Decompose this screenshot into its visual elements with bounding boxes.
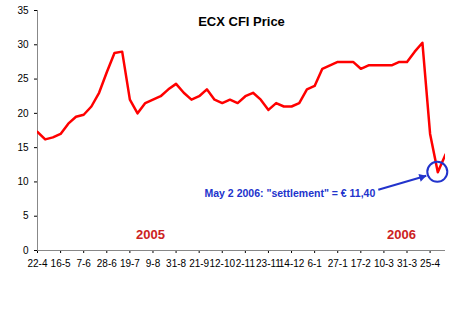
svg-text:35: 35 bbox=[17, 5, 29, 16]
svg-text:9-8: 9-8 bbox=[146, 258, 161, 269]
svg-text:ECX CFI Price: ECX CFI Price bbox=[198, 14, 285, 29]
svg-text:17-2: 17-2 bbox=[351, 258, 371, 269]
svg-text:2-11: 2-11 bbox=[236, 258, 256, 269]
svg-text:31-3: 31-3 bbox=[397, 258, 417, 269]
svg-text:10-3: 10-3 bbox=[374, 258, 394, 269]
svg-text:12-10: 12-10 bbox=[209, 258, 235, 269]
svg-text:6-1: 6-1 bbox=[307, 258, 322, 269]
svg-text:2005: 2005 bbox=[136, 227, 165, 242]
svg-text:0: 0 bbox=[23, 245, 29, 256]
svg-text:5: 5 bbox=[23, 210, 29, 221]
svg-text:30: 30 bbox=[17, 39, 29, 50]
svg-text:10: 10 bbox=[17, 176, 29, 187]
svg-text:28-6: 28-6 bbox=[97, 258, 117, 269]
svg-text:22-4: 22-4 bbox=[27, 258, 47, 269]
svg-text:21-9: 21-9 bbox=[189, 258, 209, 269]
svg-text:15: 15 bbox=[17, 142, 29, 153]
svg-text:7-6: 7-6 bbox=[76, 258, 91, 269]
svg-text:23-11: 23-11 bbox=[256, 258, 281, 269]
svg-text:27-1: 27-1 bbox=[328, 258, 348, 269]
svg-text:19-7: 19-7 bbox=[120, 258, 140, 269]
svg-text:14-12: 14-12 bbox=[279, 258, 305, 269]
svg-text:May 2 2006: "settlement" = € 1: May 2 2006: "settlement" = € 11,40 bbox=[205, 187, 376, 199]
svg-text:25-4: 25-4 bbox=[420, 258, 440, 269]
svg-text:20: 20 bbox=[17, 108, 29, 119]
svg-text:31-8: 31-8 bbox=[166, 258, 186, 269]
svg-text:16-5: 16-5 bbox=[51, 258, 71, 269]
svg-text:2006: 2006 bbox=[387, 227, 416, 242]
svg-text:25: 25 bbox=[17, 73, 29, 84]
